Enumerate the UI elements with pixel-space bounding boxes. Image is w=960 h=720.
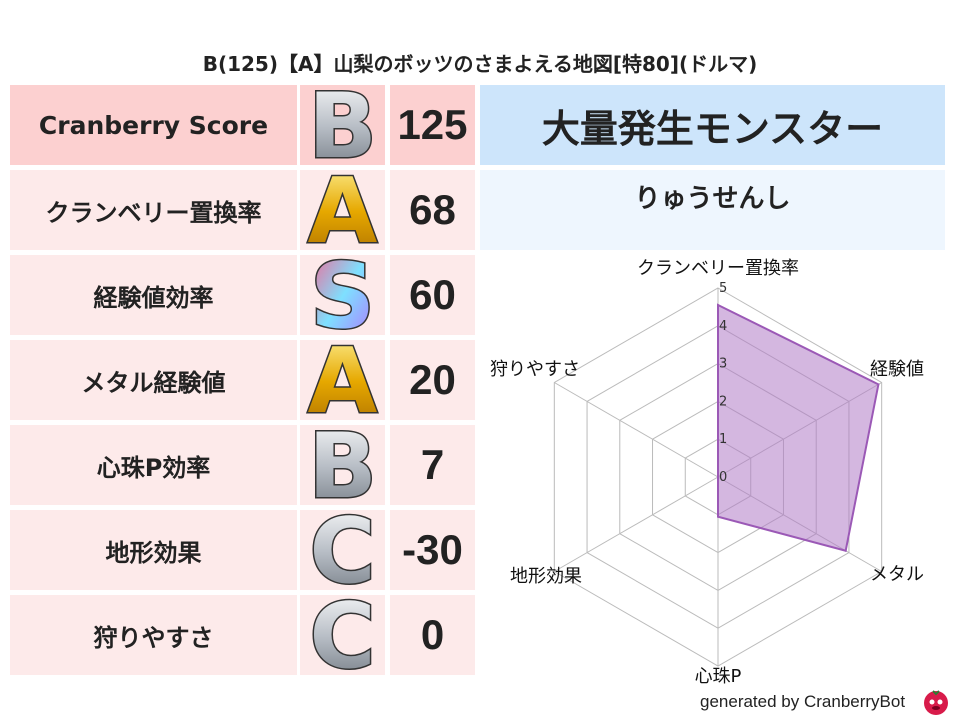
- metric-value: 68: [390, 170, 475, 250]
- tick-label: 1: [719, 432, 727, 447]
- grade-badge: C: [300, 583, 385, 691]
- metric-label: 経験値効率: [10, 255, 297, 335]
- grade-letter-a: A: [306, 328, 379, 436]
- data-point: [877, 383, 880, 386]
- grade-badge: B: [300, 413, 385, 521]
- metric-label: 狩りやすさ: [10, 595, 297, 675]
- grade-letter-b: B: [307, 73, 379, 181]
- tick-label: 5: [719, 281, 727, 296]
- metric-value: 0: [390, 595, 475, 675]
- axis-label: 経験値: [870, 359, 924, 380]
- svg-text:A: A: [308, 329, 378, 434]
- metric-label: 地形効果: [10, 510, 297, 590]
- grade-letter-s: S: [309, 243, 377, 351]
- tick-label: 4: [719, 319, 727, 334]
- data-point: [717, 476, 719, 478]
- grade-letter-c: C: [308, 583, 377, 691]
- axis-label: クランベリー置換率: [637, 258, 799, 279]
- page-title: B(125)【A】山梨のボッツのさまよえる地図[特80](ドルマ): [202, 52, 758, 76]
- grade-badge: S: [300, 243, 385, 351]
- grid-spoke: [554, 476, 719, 572]
- metric-value: 60: [390, 255, 475, 335]
- axis-label: 心珠P: [695, 666, 742, 687]
- grade-letter-c: C: [308, 498, 377, 606]
- monster-name: りゅうせんし: [480, 170, 945, 250]
- svg-text:S: S: [310, 244, 375, 349]
- axis-label: 地形効果: [510, 566, 582, 587]
- data-point: [844, 549, 847, 552]
- axis-label: メタル: [870, 564, 924, 585]
- grade-badge: C: [300, 498, 385, 606]
- grade-badge: A: [300, 158, 385, 266]
- metric-label: クランベリー置換率: [10, 170, 297, 250]
- metric-value: 7: [390, 425, 475, 505]
- axis-label: 狩りやすさ: [490, 359, 580, 380]
- tick-label: 3: [719, 357, 727, 372]
- grade-badge: A: [300, 328, 385, 436]
- monster-header: 大量発生モンスター: [480, 85, 945, 165]
- tick-label: 2: [719, 394, 727, 409]
- cranberry-bot-icon: [924, 690, 948, 715]
- score-grade-badge: B: [300, 73, 385, 181]
- data-point: [717, 515, 719, 518]
- metric-label: 心珠P効率: [10, 425, 297, 505]
- metric-value: -30: [390, 510, 475, 590]
- grid-spoke: [554, 382, 719, 478]
- data-point: [717, 304, 719, 307]
- score-value: 125: [390, 85, 475, 165]
- svg-text:C: C: [309, 584, 375, 689]
- grade-letter-b: B: [307, 413, 379, 521]
- svg-text:A: A: [308, 159, 378, 264]
- metric-label: メタル経験値: [10, 340, 297, 420]
- footer-credit: generated by CranberryBot: [700, 692, 906, 711]
- tick-label: 0: [719, 470, 727, 485]
- svg-text:C: C: [309, 499, 375, 604]
- svg-text:B: B: [308, 74, 377, 179]
- svg-text:B: B: [308, 414, 377, 519]
- grade-letter-a: A: [306, 158, 379, 266]
- metric-value: 20: [390, 340, 475, 420]
- score-label: Cranberry Score: [10, 85, 297, 165]
- data-area: [717, 303, 880, 552]
